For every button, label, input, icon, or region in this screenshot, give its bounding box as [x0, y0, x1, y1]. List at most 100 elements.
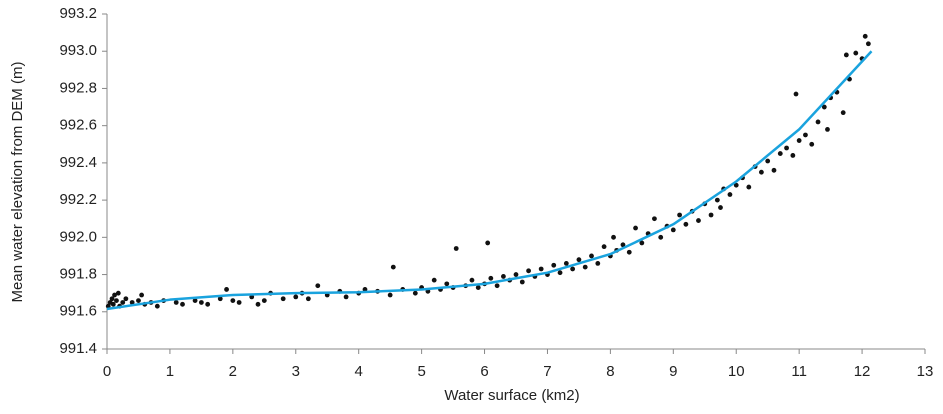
scatter-point — [639, 240, 645, 246]
scatter-point — [236, 300, 242, 305]
scatter-point — [475, 285, 481, 290]
x-tick-label: 6 — [480, 363, 488, 380]
x-tick-label: 8 — [606, 363, 614, 380]
scatter-point — [315, 283, 321, 289]
scatter-point — [601, 244, 607, 250]
scatter-point — [771, 167, 777, 173]
scatter-point — [611, 234, 616, 240]
scatter-point — [343, 294, 349, 300]
scatter-point — [683, 221, 689, 227]
scatter-point — [733, 182, 739, 188]
scatter-point — [501, 274, 506, 279]
x-tick-label: 0 — [103, 363, 111, 380]
scatter-point — [784, 145, 789, 151]
scatter-point — [519, 279, 525, 285]
x-tick-label: 10 — [728, 363, 745, 380]
scatter-point — [538, 266, 544, 272]
scatter-point — [431, 277, 437, 283]
scatter-point — [453, 246, 459, 251]
scatter-point — [412, 290, 418, 296]
scatter-point — [513, 272, 519, 277]
y-tick-label: 992.6 — [59, 117, 97, 134]
scatter-point — [793, 91, 799, 97]
scatter-point — [853, 50, 859, 56]
y-tick-label: 991.4 — [59, 340, 97, 357]
y-tick-label: 992.8 — [59, 79, 97, 96]
x-tick-label: 9 — [669, 363, 677, 380]
scatter-point — [652, 216, 657, 222]
x-tick-label: 3 — [292, 363, 300, 380]
scatter-point — [261, 298, 267, 304]
scatter-point — [746, 184, 752, 190]
scatter-point — [192, 298, 198, 304]
scatter-point — [620, 242, 626, 248]
scatter-point — [576, 257, 582, 263]
y-tick-label: 992.4 — [59, 154, 97, 171]
scatter-point — [595, 260, 601, 266]
scatter-point — [714, 197, 720, 203]
scatter-point — [582, 264, 588, 270]
scatter-point — [796, 138, 802, 143]
scatter-point — [305, 296, 311, 302]
scatter-point — [217, 296, 223, 302]
scatter-point — [129, 300, 135, 305]
y-axis-label: Mean water elevation from DEM (m) — [9, 62, 26, 303]
scatter-point — [280, 296, 286, 302]
scatter-point — [633, 225, 638, 231]
x-axis-label: Water surface (km2) — [444, 387, 579, 404]
x-tick-label: 12 — [854, 363, 871, 380]
scatter-point — [139, 292, 145, 298]
scatter-point — [825, 126, 830, 132]
scatter-point — [718, 205, 723, 210]
scatter-point — [114, 298, 119, 304]
scatter-point — [390, 264, 396, 270]
scatter-point — [765, 158, 771, 164]
scatter-point — [469, 277, 475, 283]
y-tick-label: 991.8 — [59, 266, 97, 283]
scatter-point — [626, 249, 632, 255]
x-tick-label: 4 — [355, 363, 363, 380]
y-tick-label: 993.0 — [59, 42, 97, 59]
scatter-point — [557, 270, 563, 276]
scatter-point — [136, 298, 141, 304]
scatter-point — [488, 275, 494, 281]
x-tick-label: 5 — [417, 363, 425, 380]
scatter-point — [224, 287, 229, 292]
scatter-point — [109, 296, 115, 302]
scatter-point — [815, 119, 821, 125]
scatter-point — [821, 104, 827, 110]
x-tick-label: 7 — [543, 363, 551, 380]
scatter-point — [444, 281, 450, 287]
y-tick-label: 992.0 — [59, 228, 97, 245]
scatter-point — [551, 262, 557, 268]
scatter-point — [759, 169, 764, 175]
scatter-point — [205, 301, 211, 307]
scatter-point — [173, 300, 179, 305]
scatter-point — [570, 266, 576, 272]
trend-line — [106, 50, 873, 311]
y-tick-label: 991.6 — [59, 303, 97, 320]
scatter-point — [563, 260, 569, 266]
scatter-point — [485, 240, 491, 246]
scatter-point — [198, 300, 204, 305]
scatter-point — [362, 287, 368, 292]
x-tick-label: 2 — [229, 363, 237, 380]
scatter-point — [494, 283, 500, 289]
scatter-point — [670, 227, 676, 233]
scatter-point — [293, 294, 299, 300]
scatter-point — [843, 52, 849, 58]
scatter-point — [677, 212, 682, 218]
scatter-point — [526, 268, 531, 274]
scatter-point — [255, 301, 261, 307]
scatter-point — [589, 253, 594, 259]
scatter-point — [387, 292, 393, 298]
y-tick-label: 993.2 — [59, 5, 97, 22]
scatter-point — [727, 192, 733, 197]
scatter-point — [803, 132, 808, 138]
scatter-point — [777, 151, 783, 156]
scatter-point — [115, 290, 121, 296]
x-tick-label: 11 — [791, 363, 807, 380]
scatter-point — [696, 218, 701, 223]
